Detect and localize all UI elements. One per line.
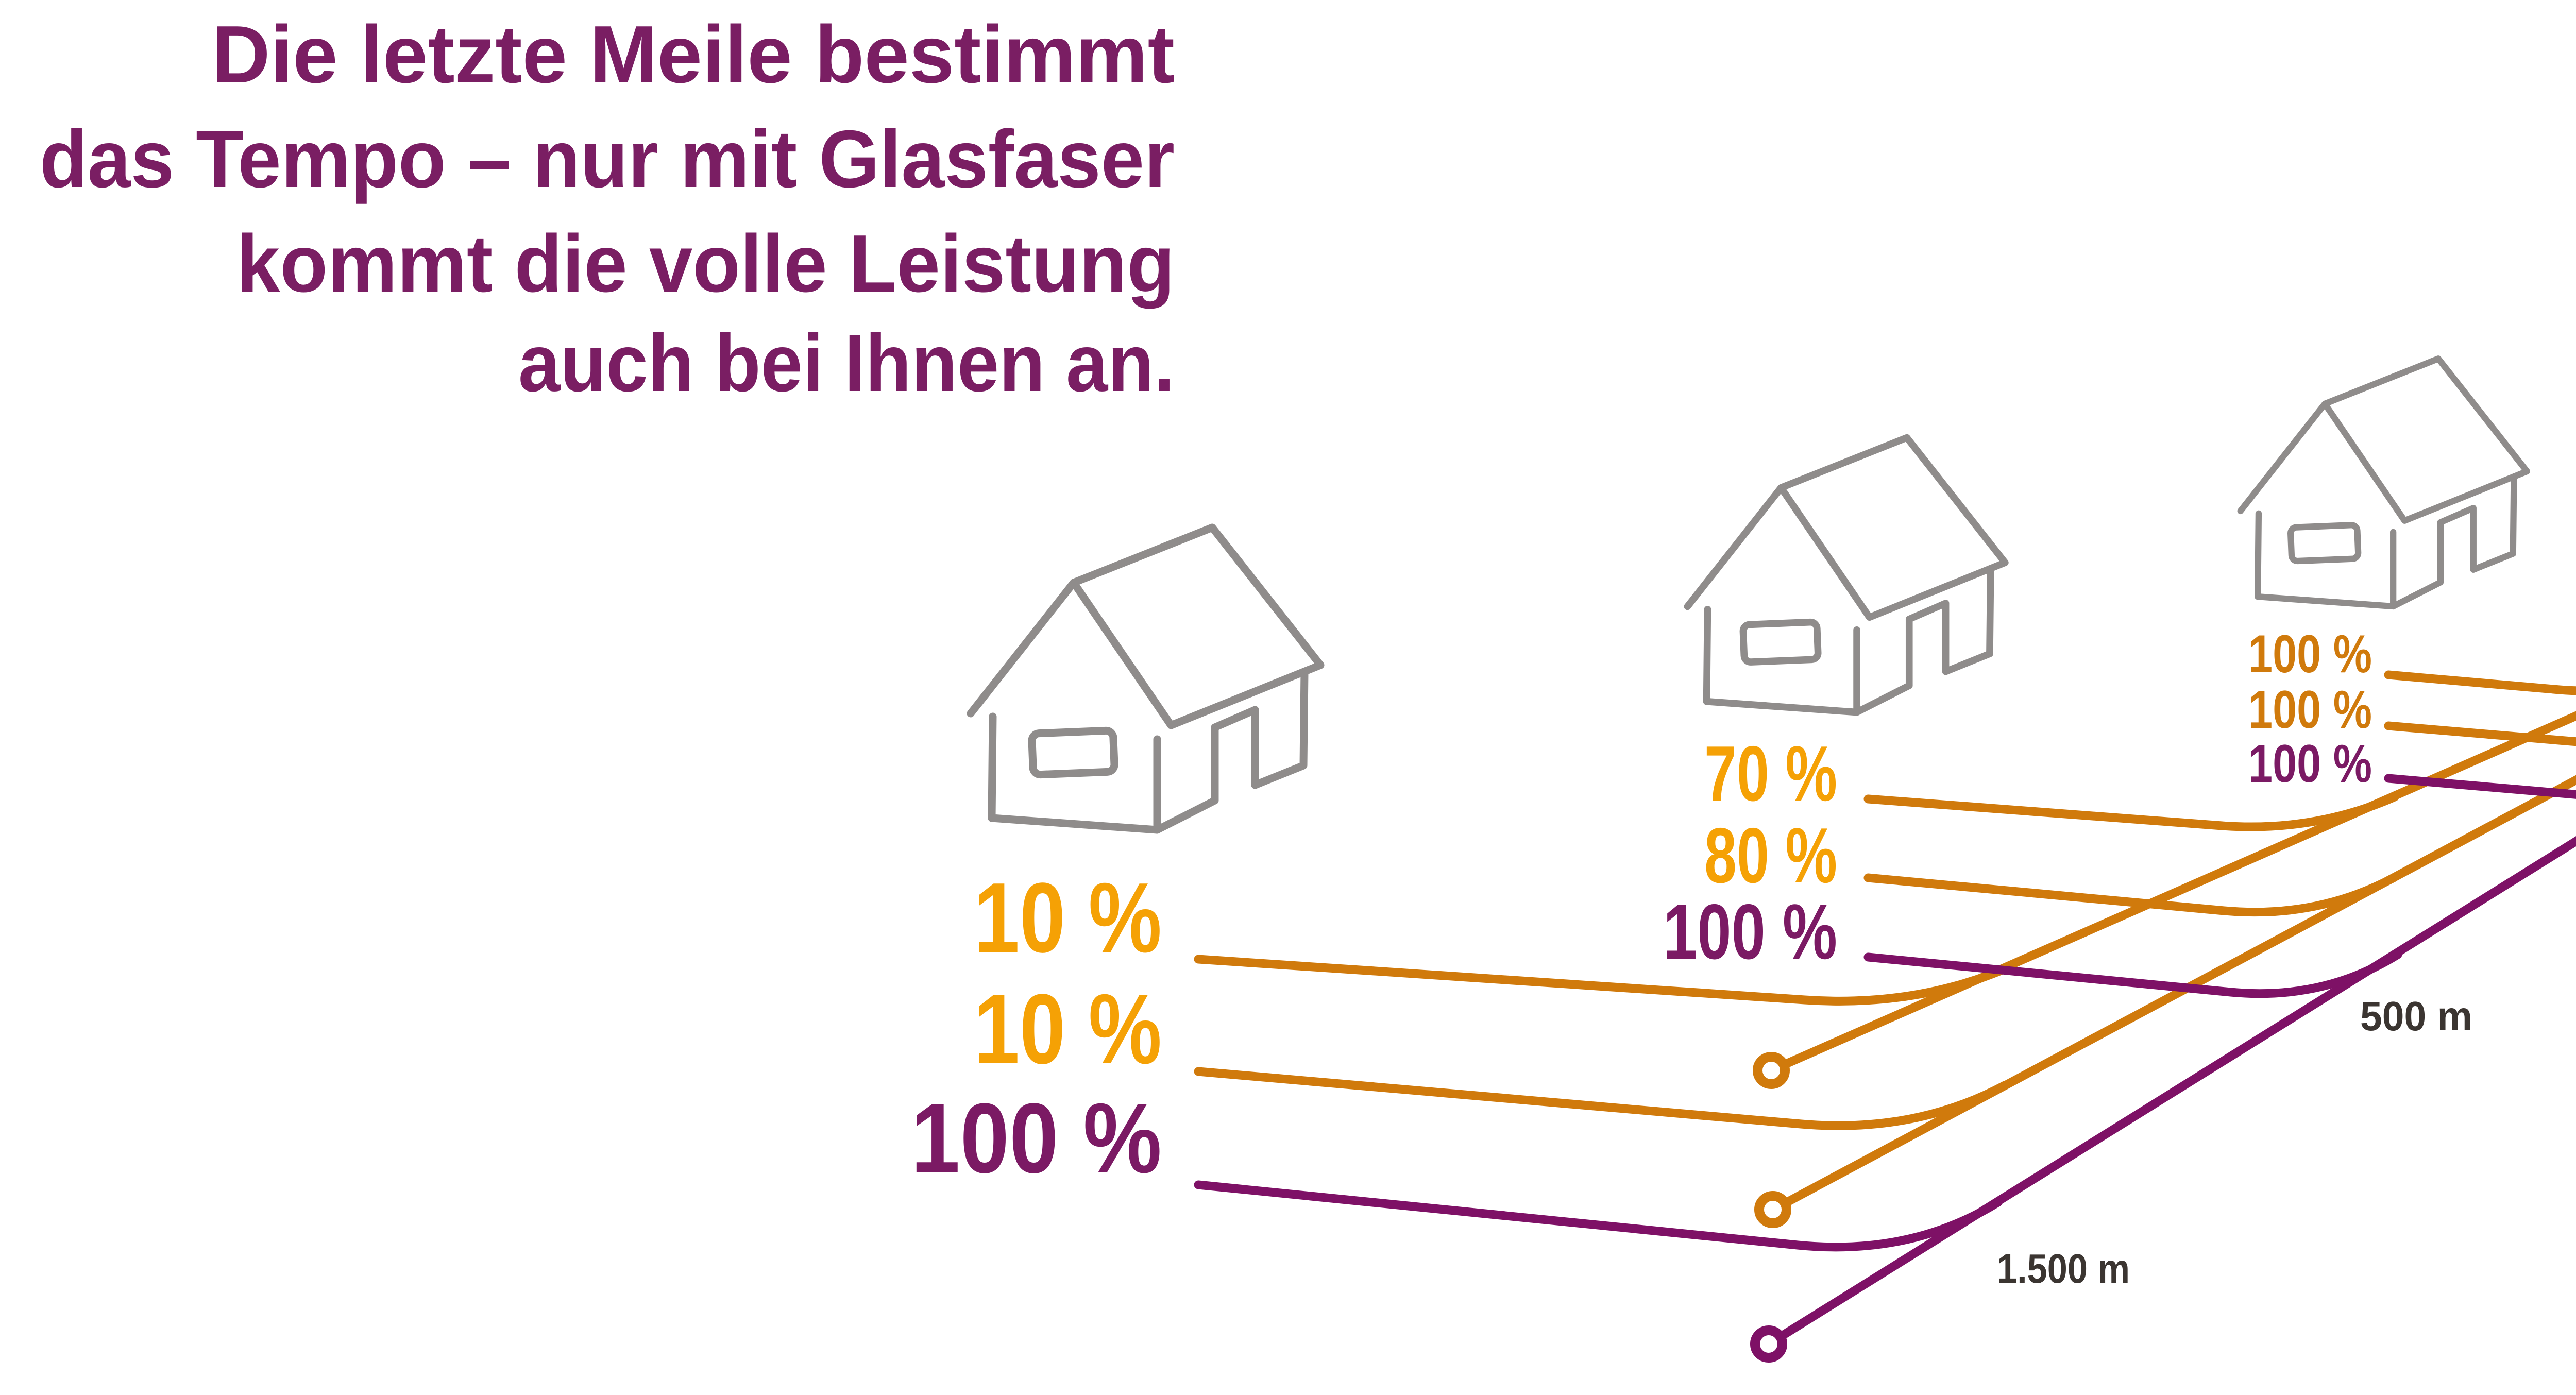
svg-text:10 %: 10 % bbox=[974, 862, 1162, 973]
svg-text:kommt die volle Leistung: kommt die volle Leistung bbox=[236, 218, 1175, 309]
svg-text:80 %: 80 % bbox=[1704, 812, 1837, 899]
svg-text:10 %: 10 % bbox=[974, 973, 1162, 1084]
svg-text:500 m: 500 m bbox=[2360, 993, 2472, 1039]
svg-text:auch bei Ihnen an.: auch bei Ihnen an. bbox=[518, 318, 1175, 409]
svg-text:100 %: 100 % bbox=[1663, 888, 1837, 976]
svg-text:100 %: 100 % bbox=[2248, 624, 2372, 684]
svg-text:70 %: 70 % bbox=[1704, 730, 1837, 818]
svg-text:das Tempo – nur mit Glasfaser: das Tempo – nur mit Glasfaser bbox=[40, 114, 1175, 205]
svg-text:100 %: 100 % bbox=[2248, 734, 2372, 794]
svg-text:Die letzte Meile bestimmt: Die letzte Meile bestimmt bbox=[212, 9, 1175, 100]
svg-text:1.500 m: 1.500 m bbox=[1997, 1246, 2130, 1291]
svg-text:100 %: 100 % bbox=[2248, 680, 2372, 740]
svg-text:100 %: 100 % bbox=[911, 1082, 1162, 1194]
